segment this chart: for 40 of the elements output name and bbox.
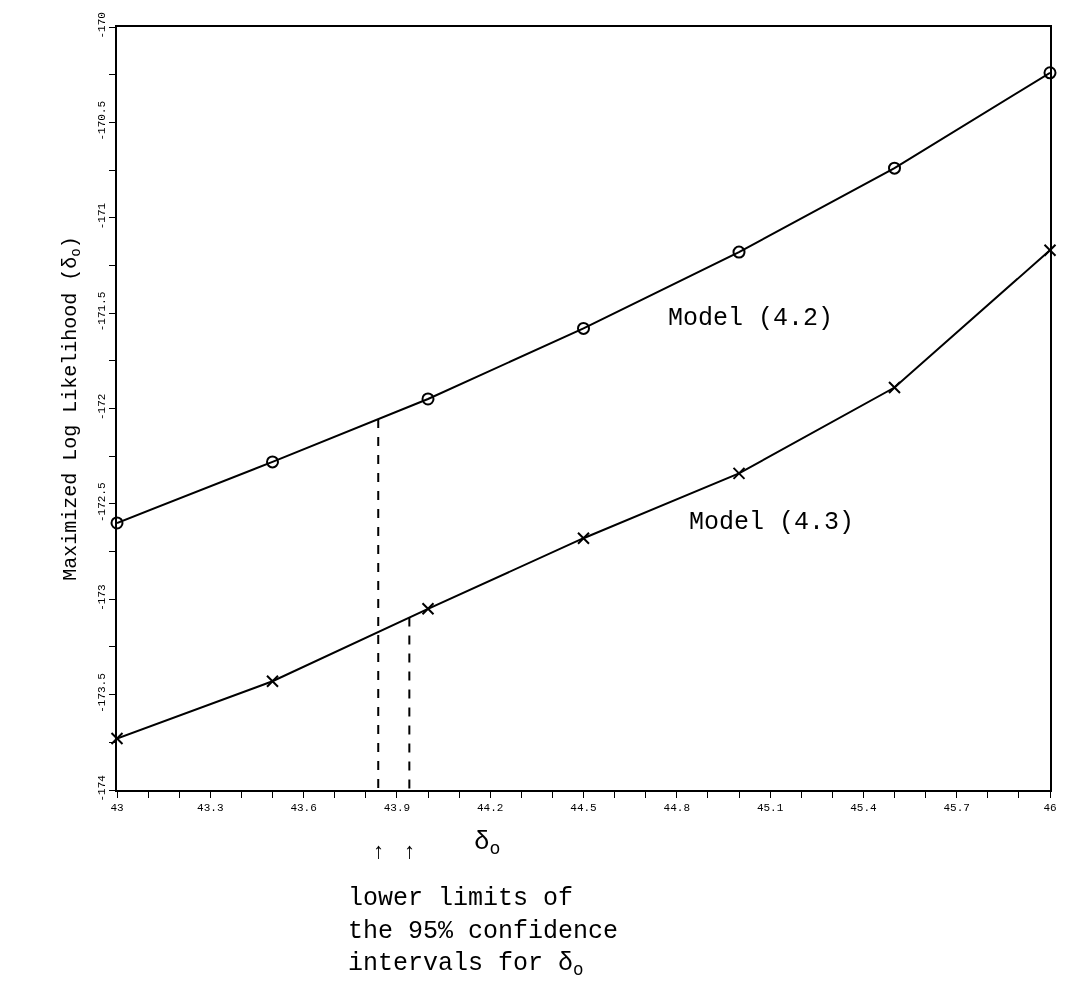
point xyxy=(577,531,590,545)
x-axis-title: δ$_{o}$ xyxy=(474,827,501,860)
y-tick-label: -173 xyxy=(95,584,108,611)
y-tick-label: -171 xyxy=(95,202,108,230)
point xyxy=(266,674,279,688)
y-tick-label: -171.5 xyxy=(95,291,108,332)
point xyxy=(577,321,590,335)
x-tick-label: 43.3 xyxy=(197,802,224,815)
point xyxy=(266,455,279,469)
point xyxy=(888,161,901,175)
x-tick-label: 46 xyxy=(1043,802,1057,815)
text: lower limits of the 95% confidence intervals for δ$_{o}$ xyxy=(348,884,619,981)
point xyxy=(421,392,435,406)
text: ↑ xyxy=(372,840,386,865)
y-tick-label: -172 xyxy=(95,393,108,421)
y-tick-label: -170 xyxy=(95,12,108,39)
point xyxy=(888,381,901,395)
x-tick-label: 45.7 xyxy=(943,802,970,815)
y-tick-label: -174 xyxy=(95,774,108,802)
point xyxy=(1043,66,1057,80)
point xyxy=(110,732,124,745)
point xyxy=(732,466,746,480)
x-tick-label: 45.1 xyxy=(756,802,784,815)
series-label: Model (4.2) xyxy=(668,304,834,333)
point xyxy=(110,516,124,530)
x-tick-label: 43.6 xyxy=(290,802,317,815)
point xyxy=(732,245,746,259)
point xyxy=(1043,243,1057,257)
y-tick-label: -172.5 xyxy=(95,482,108,523)
y-tick-label: -170.5 xyxy=(95,100,108,141)
x-tick-label: 45.4 xyxy=(850,802,877,815)
x-tick-label: 44.8 xyxy=(663,802,690,815)
y-tick-label: -173.5 xyxy=(95,673,108,713)
x-tick-label: 43 xyxy=(110,802,124,815)
x-tick-label: 44.5 xyxy=(570,802,597,815)
text: ↑ xyxy=(403,840,417,865)
x-tick-label: 44.2 xyxy=(477,802,504,815)
x-tick-label: 43.9 xyxy=(383,802,411,815)
point xyxy=(421,602,435,616)
series-label: Model (4.3) xyxy=(689,508,855,537)
